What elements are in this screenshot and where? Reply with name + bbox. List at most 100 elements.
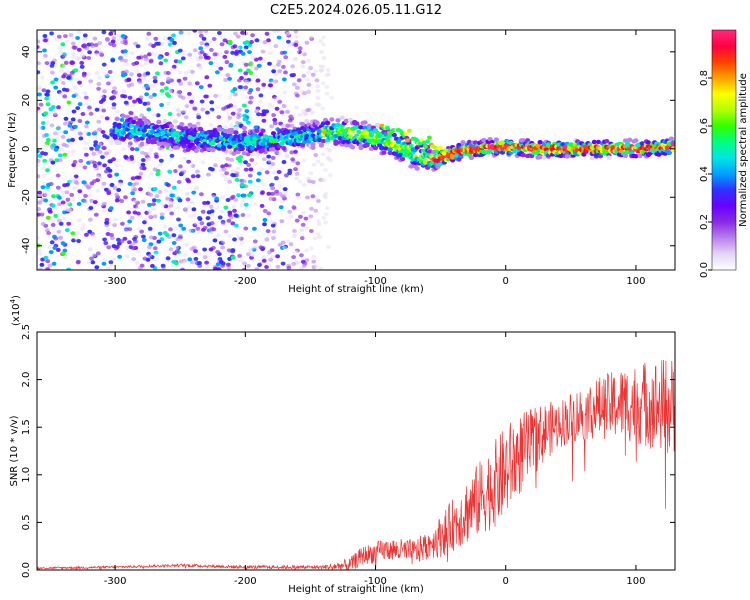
heatmap-cell	[245, 105, 251, 109]
heatmap-cell	[168, 200, 174, 205]
heatmap-cell	[304, 226, 310, 231]
heatmap-cell	[101, 49, 107, 54]
heatmap-cell	[304, 119, 310, 124]
heatmap-cell	[169, 211, 175, 216]
heatmap-cell	[197, 126, 204, 132]
heatmap-cell	[310, 128, 316, 133]
heatmap-cell	[148, 147, 154, 152]
heatmap-cell	[96, 86, 101, 91]
heatmap-cell	[112, 185, 118, 190]
figure-title: C2E5.2024.026.05.11.G12	[270, 3, 442, 18]
heatmap-cell	[327, 148, 333, 153]
heatmap-cell	[227, 95, 233, 100]
heatmap-cell	[260, 112, 265, 117]
heatmap-cell	[268, 165, 274, 170]
heatmap-cell	[142, 220, 147, 225]
heatmap-cell	[173, 261, 179, 266]
heatmap-cell	[136, 73, 142, 78]
heatmap-cell	[159, 81, 165, 86]
heatmap-cell	[272, 121, 278, 126]
heatmap-cell	[112, 135, 118, 140]
heatmap-cell	[147, 210, 153, 215]
heatmap-cell	[213, 266, 218, 270]
heatmap-cell	[318, 253, 324, 258]
heatmap-cell	[114, 192, 119, 197]
heatmap-cell	[188, 228, 194, 233]
colorbar: 0.0 0.2 0.4 0.6 0.8 Normalized spectral ampl…	[699, 29, 749, 278]
heatmap-cell	[310, 194, 316, 199]
heatmap-cell	[174, 245, 180, 250]
heatmap-cell	[114, 163, 120, 168]
heatmap-cell	[236, 115, 241, 120]
heatmap-cell	[206, 172, 211, 177]
heatmap-cell	[289, 150, 295, 155]
heatmap-cell	[425, 139, 430, 144]
heatmap-cell	[325, 120, 331, 126]
heatmap-cell	[319, 50, 324, 54]
heatmap-cell	[645, 140, 652, 145]
heatmap-cell	[129, 242, 135, 247]
heatmap-cell	[368, 130, 374, 136]
heatmap-cell	[102, 258, 108, 263]
heatmap-cell	[283, 191, 288, 196]
heatmap-cell	[38, 267, 43, 270]
heatmap-cell	[261, 258, 267, 263]
heatmap-cell	[199, 50, 205, 55]
heatmap-cell	[194, 187, 199, 192]
heatmap-cell	[239, 203, 245, 207]
heatmap-cell	[37, 174, 41, 179]
heatmap-cell	[78, 158, 84, 163]
heatmap-cell	[313, 153, 319, 158]
heatmap-cell	[42, 48, 47, 53]
heatmap-cell	[114, 198, 120, 203]
colorbar-ticks: 0.0 0.2 0.4 0.6 0.8	[699, 70, 712, 278]
heatmap-cell	[65, 207, 71, 212]
heatmap-cell	[110, 58, 116, 63]
heatmap-cell	[227, 115, 233, 120]
heatmap-cell	[66, 138, 72, 143]
heatmap-cell	[49, 240, 55, 245]
heatmap-cell	[163, 58, 169, 63]
heatmap-cell	[63, 130, 69, 135]
heatmap-cell	[124, 254, 130, 259]
heatmap-cell	[326, 72, 331, 77]
heatmap-cell	[212, 238, 218, 243]
heatmap-cell	[407, 128, 412, 133]
heatmap-cell	[199, 221, 205, 226]
heatmap-cell	[82, 199, 88, 204]
heatmap-cell	[243, 202, 249, 207]
heatmap-cell	[93, 212, 99, 217]
heatmap-cell	[143, 61, 149, 66]
heatmap-cell	[108, 263, 113, 268]
colorbar-gradient	[711, 29, 737, 271]
y-tick-label: 1.0	[21, 467, 32, 483]
heatmap-cell	[40, 121, 46, 125]
heatmap-cell	[298, 214, 303, 219]
heatmap-cell	[166, 183, 171, 188]
heatmap-cell	[169, 193, 175, 198]
heatmap-cell	[247, 179, 253, 184]
heatmap-cell	[144, 36, 150, 41]
heatmap-cell	[282, 77, 287, 82]
heatmap-cell	[350, 145, 356, 150]
heatmap-cell	[309, 206, 314, 211]
heatmap-cell	[323, 212, 329, 217]
heatmap-cell	[317, 235, 323, 240]
heatmap-cell	[136, 211, 141, 216]
heatmap-cell	[233, 198, 239, 202]
heatmap-cell	[295, 93, 300, 98]
heatmap-cell	[320, 152, 326, 157]
heatmap-cell	[57, 213, 62, 218]
heatmap-cell	[40, 75, 45, 80]
heatmap-cell	[164, 86, 169, 91]
heatmap-cell	[61, 81, 66, 85]
heatmap-cell	[266, 191, 272, 196]
heatmap-cell	[38, 102, 44, 107]
y-tick-label: 20	[21, 94, 32, 107]
y-tick-label: 1.5	[21, 419, 32, 435]
heatmap-cell	[84, 232, 89, 237]
heatmap-cell	[270, 162, 276, 167]
heatmap-cell	[37, 200, 43, 205]
heatmap-cell	[196, 252, 202, 256]
